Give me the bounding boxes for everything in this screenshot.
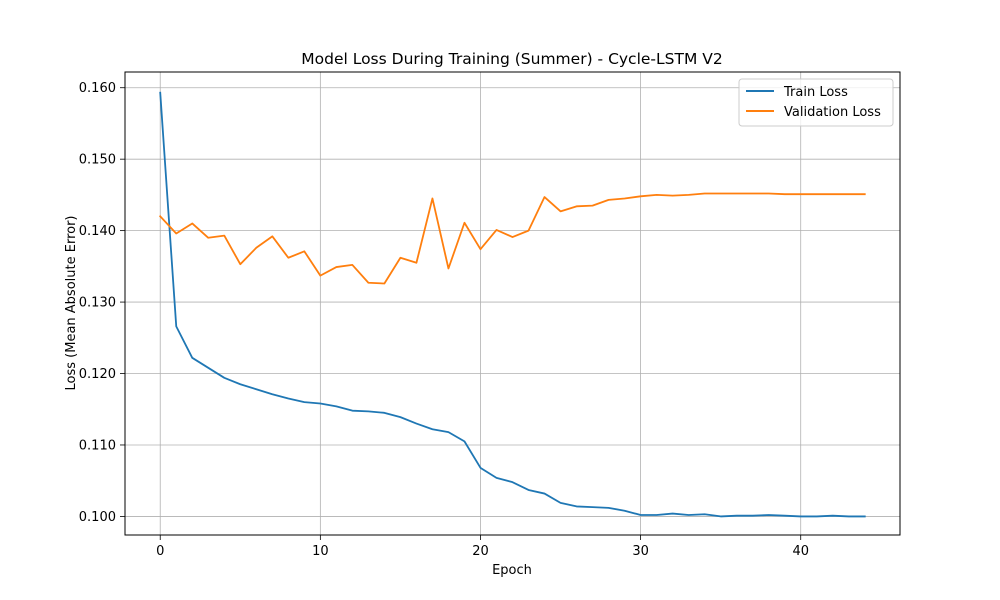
y-tick-label: 0.140 bbox=[79, 224, 116, 239]
y-axis-ticks: 0.100 0.110 0.120 0.130 0.140 0.150 0.160 bbox=[79, 81, 125, 525]
y-tick-label: 0.160 bbox=[79, 81, 116, 96]
y-tick-label: 0.120 bbox=[79, 367, 116, 382]
y-tick-label: 0.100 bbox=[79, 510, 116, 525]
x-tick-label: 20 bbox=[472, 544, 489, 559]
x-axis-label: Epoch bbox=[492, 563, 532, 578]
legend-label-train-loss: Train Loss bbox=[783, 85, 848, 100]
x-tick-label: 30 bbox=[632, 544, 649, 559]
x-axis-ticks: 0 10 20 30 40 bbox=[156, 535, 809, 559]
legend: Train Loss Validation Loss bbox=[738, 78, 894, 127]
legend-box bbox=[738, 78, 894, 127]
x-tick-label: 40 bbox=[792, 544, 809, 559]
legend-label-validation-loss: Validation Loss bbox=[784, 105, 881, 120]
plot-frame bbox=[124, 71, 901, 536]
y-tick-label: 0.110 bbox=[79, 438, 116, 453]
series-line-validation-loss bbox=[158, 192, 866, 285]
y-tick-label: 0.130 bbox=[79, 296, 116, 311]
chart-title: Model Loss During Training (Summer) - Cy… bbox=[301, 50, 722, 68]
grid bbox=[125, 72, 900, 535]
series-line-train-loss bbox=[159, 91, 866, 518]
y-axis-label: Loss (Mean Absolute Error) bbox=[64, 216, 79, 391]
x-tick-label: 0 bbox=[156, 544, 164, 559]
y-tick-label: 0.150 bbox=[79, 153, 116, 168]
x-tick-label: 10 bbox=[312, 544, 329, 559]
series-lines bbox=[158, 91, 866, 518]
